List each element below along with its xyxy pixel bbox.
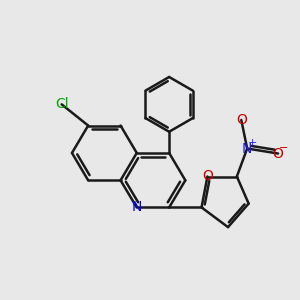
Text: O: O (202, 169, 213, 184)
Text: O: O (273, 146, 283, 161)
Text: +: + (248, 138, 257, 148)
Text: N: N (132, 200, 142, 214)
Text: N: N (242, 142, 252, 155)
Text: Cl: Cl (55, 98, 68, 111)
Text: −: − (279, 143, 288, 153)
Text: O: O (236, 113, 247, 127)
